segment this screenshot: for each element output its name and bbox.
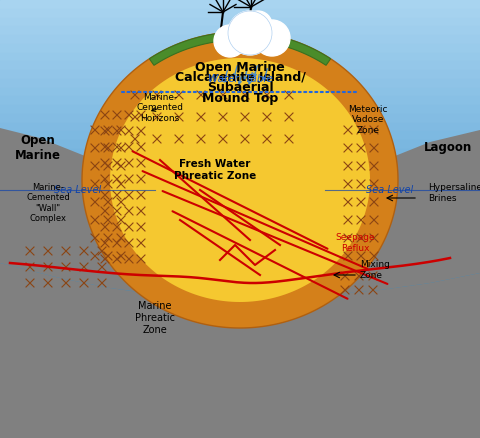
Bar [0, 385, 480, 394]
Bar [0, 412, 480, 420]
Bar [0, 219, 480, 228]
Text: Marine-
Cemented
"Wall"
Complex: Marine- Cemented "Wall" Complex [26, 183, 70, 223]
Bar [0, 123, 480, 131]
Bar [0, 140, 480, 149]
Bar [0, 193, 480, 201]
Bar [0, 298, 480, 307]
Bar [0, 394, 480, 403]
Text: Seepage
Reflux: Seepage Reflux [335, 233, 375, 253]
Bar [0, 272, 480, 280]
Bar [0, 237, 480, 245]
Bar [0, 88, 480, 96]
Bar [0, 377, 480, 385]
Circle shape [254, 20, 290, 56]
Bar [0, 190, 480, 438]
Bar [0, 359, 480, 368]
Bar [0, 420, 480, 429]
Circle shape [214, 25, 246, 57]
Polygon shape [82, 32, 398, 328]
Bar [0, 289, 480, 298]
Bar [0, 61, 480, 70]
Text: Open Marine: Open Marine [195, 61, 285, 74]
Text: Mound Top: Mound Top [202, 92, 278, 105]
Bar [0, 350, 480, 359]
Text: Sea Level: Sea Level [54, 185, 102, 195]
Text: Calcarenite Island/: Calcarenite Island/ [175, 70, 305, 83]
Text: Fresh Water
Phreatic Zone: Fresh Water Phreatic Zone [174, 159, 256, 181]
Bar [0, 201, 480, 210]
Bar [0, 210, 480, 219]
Polygon shape [0, 128, 155, 294]
Bar [0, 70, 480, 79]
Bar [0, 368, 480, 377]
Bar [0, 105, 480, 114]
Bar [0, 96, 480, 105]
Bar [0, 184, 480, 193]
Bar [0, 403, 480, 412]
Bar [0, 158, 480, 166]
Polygon shape [110, 58, 370, 302]
Text: Open
Marine: Open Marine [15, 134, 61, 162]
Text: Hypersaline
Brines: Hypersaline Brines [428, 183, 480, 203]
Text: Marine
Phreatic
Zone: Marine Phreatic Zone [135, 301, 175, 335]
Circle shape [231, 14, 259, 42]
Bar [0, 333, 480, 342]
Bar [0, 315, 480, 324]
Bar [0, 254, 480, 263]
Bar [0, 228, 480, 237]
Bar [0, 79, 480, 88]
Bar [0, 429, 480, 438]
Bar [0, 175, 480, 184]
Text: Water  Table: Water Table [208, 74, 272, 84]
Polygon shape [325, 130, 480, 295]
Bar [0, 53, 480, 61]
Bar [0, 26, 480, 35]
Text: Subaerial: Subaerial [207, 81, 273, 94]
Bar [0, 35, 480, 44]
Bar [0, 18, 480, 26]
Bar [0, 324, 480, 333]
Bar [0, 307, 480, 315]
Circle shape [244, 11, 272, 39]
Polygon shape [149, 32, 331, 65]
Circle shape [228, 11, 272, 55]
Bar [0, 245, 480, 254]
Text: Meteoric
Vadose
Zone: Meteoric Vadose Zone [348, 105, 388, 135]
Bar [0, 342, 480, 350]
Bar [0, 44, 480, 53]
Bar [0, 166, 480, 175]
Text: Marine-
Cemented
Horizons: Marine- Cemented Horizons [136, 93, 183, 123]
Bar [0, 114, 480, 123]
Text: Mixing
Zone: Mixing Zone [360, 260, 390, 280]
Bar [0, 9, 480, 18]
Bar [0, 131, 480, 140]
Text: Lagoon: Lagoon [424, 141, 472, 155]
Bar [0, 280, 480, 289]
Bar [0, 0, 480, 9]
Bar [0, 263, 480, 272]
Text: Sea Level: Sea Level [366, 185, 414, 195]
Bar [0, 149, 480, 158]
Polygon shape [0, 263, 480, 438]
